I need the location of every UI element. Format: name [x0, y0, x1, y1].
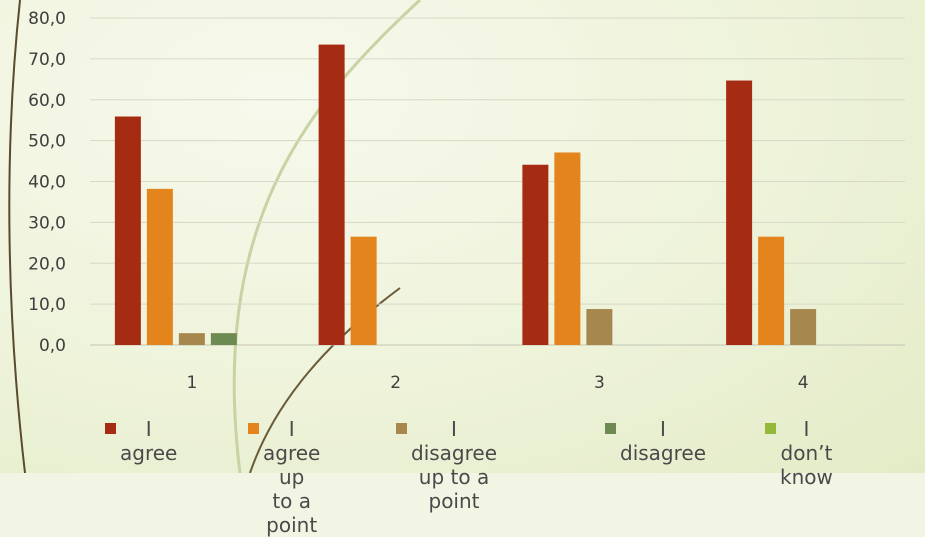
legend-swatch: [396, 423, 407, 434]
x-tick-label: 2: [390, 373, 401, 393]
x-tick-label: 4: [798, 373, 809, 393]
y-tick-label: 20,0: [28, 254, 66, 274]
y-tick-label: 50,0: [28, 132, 66, 152]
bar-i-disagree-up-to-a-point-4: [790, 309, 817, 345]
decorative-curve: [232, 0, 422, 473]
legend-swatch: [105, 423, 116, 434]
bar-i-agree-3: [522, 164, 549, 345]
bar-i-disagree-up-to-a-point-3: [586, 309, 613, 345]
legend-swatch: [765, 423, 776, 434]
legend: I agree I agree up to a point I disagree…: [100, 417, 900, 537]
x-tick-label: 3: [594, 373, 605, 393]
bar-i-agree-1: [114, 116, 141, 345]
y-tick-label: 40,0: [28, 173, 66, 193]
y-tick-label: 30,0: [28, 213, 66, 233]
bar-chart: 0,0 10,0 20,0 30,0 40,0 50,0 60,0 70,0 80,0 1 2 3 4: [8, 0, 905, 473]
bar-i-agree-up-to-a-point-1: [146, 188, 173, 345]
legend-label: I agree: [120, 417, 178, 465]
y-axis-ticks: 0,0 10,0 20,0 30,0 40,0 50,0 60,0 70,0 80,0: [28, 9, 66, 356]
y-tick-label: 0,0: [39, 336, 66, 356]
bar-i-agree-4: [726, 80, 753, 345]
legend-label: I disagree up to a point: [411, 417, 498, 513]
y-tick-label: 80,0: [28, 9, 66, 29]
bar-i-agree-up-to-a-point-3: [554, 152, 581, 345]
bar-i-agree-up-to-a-point-4: [758, 236, 785, 345]
bars: [114, 44, 817, 345]
x-axis-ticks: 1 2 3 4: [186, 373, 808, 393]
bar-i-agree-up-to-a-point-2: [350, 236, 377, 345]
y-tick-label: 60,0: [28, 91, 66, 111]
y-tick-label: 10,0: [28, 295, 66, 315]
bar-i-disagree-1: [210, 333, 237, 345]
bar-i-disagree-up-to-a-point-1: [178, 333, 205, 345]
legend-swatch: [248, 423, 259, 434]
legend-label: I agree up to a point: [263, 417, 321, 537]
x-tick-label: 1: [186, 373, 197, 393]
decorative-curve: [8, 0, 26, 473]
y-tick-label: 70,0: [28, 50, 66, 70]
legend-swatch: [605, 423, 616, 434]
legend-label: I don’t know: [780, 417, 833, 489]
bar-i-agree-2: [318, 44, 345, 345]
legend-label: I disagree: [620, 417, 707, 465]
